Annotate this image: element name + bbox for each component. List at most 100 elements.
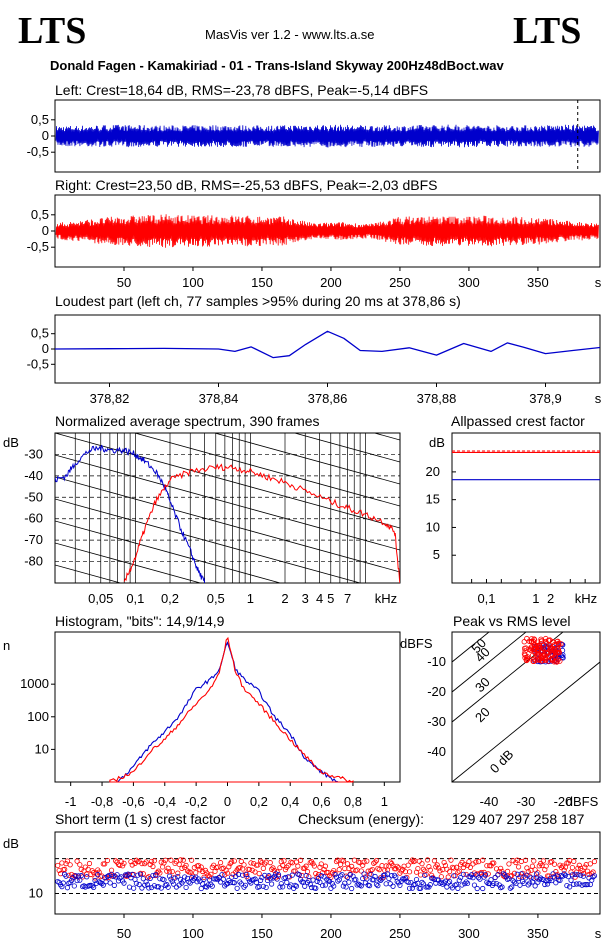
short-term-xtick-label: 300 bbox=[458, 926, 480, 941]
short-term-point-right bbox=[163, 858, 167, 862]
short-term-point-left bbox=[220, 872, 224, 876]
short-term-xtick-label: 250 bbox=[389, 926, 411, 941]
spectrum-xtick-label: 2 bbox=[281, 591, 288, 606]
short-term-point-left bbox=[264, 885, 268, 889]
spectrum-xtick-label: 0,2 bbox=[161, 591, 179, 606]
spectrum-slope-line bbox=[55, 433, 400, 528]
spectrum-slope-line bbox=[55, 477, 400, 572]
spectrum-slope-line bbox=[55, 257, 400, 352]
histogram-series-left bbox=[118, 643, 338, 782]
peak-rms-xlabel: dBFS bbox=[566, 794, 599, 809]
short-term-xtick-label: 350 bbox=[527, 926, 549, 941]
peak-rms-diag-label: 0 dB bbox=[487, 747, 517, 777]
short-term-point-right bbox=[519, 859, 523, 863]
histogram-xtick-label: 0,6 bbox=[313, 794, 331, 809]
histogram-ytick-label: 10 bbox=[35, 741, 49, 756]
short-term-point-left bbox=[200, 882, 204, 886]
short-term-point-right bbox=[476, 859, 480, 863]
short-term-point-right bbox=[177, 862, 181, 866]
spectrum-ytick-label: -40 bbox=[24, 468, 43, 483]
short-term-point-left bbox=[304, 873, 308, 877]
short-term-point-right bbox=[529, 868, 533, 872]
spectrum-series-group bbox=[124, 465, 400, 584]
short-term-point-right bbox=[457, 869, 461, 873]
short-term-point-right bbox=[341, 859, 345, 863]
peak-rms-point-right bbox=[522, 639, 527, 644]
short-term-point-right bbox=[588, 862, 592, 866]
spectrum-xtick-label: 5 bbox=[327, 591, 334, 606]
loudest-xtick-label: 378,9 bbox=[529, 391, 562, 406]
right_waveform-xtick-label: 100 bbox=[182, 275, 204, 290]
histogram-xtick-label: 0,2 bbox=[250, 794, 268, 809]
short-term-point-left bbox=[481, 886, 485, 890]
short-term-point-left bbox=[140, 886, 144, 890]
spectrum-slope-line bbox=[55, 411, 400, 506]
spectrum-series-right bbox=[124, 465, 400, 584]
short-term-point-left bbox=[456, 886, 460, 890]
short-term-point-left bbox=[577, 882, 581, 886]
crest-allpass-xlabel: kHz bbox=[575, 591, 597, 606]
short-term-xtick-label: 50 bbox=[117, 926, 131, 941]
short-term-point-left bbox=[349, 886, 353, 890]
spectrum-xtick-label: 0,5 bbox=[207, 591, 225, 606]
loudest-ytick-label: 0 bbox=[42, 341, 49, 356]
spectrum-ytick-label: -50 bbox=[24, 489, 43, 504]
short-term-point-left bbox=[240, 873, 244, 877]
short-term-point-left bbox=[461, 872, 465, 876]
short-term-point-right bbox=[572, 859, 576, 863]
histogram-xtick-label: -0,8 bbox=[91, 794, 113, 809]
short-term-point-right bbox=[355, 868, 359, 872]
right_waveform-xtick-label: 150 bbox=[251, 275, 273, 290]
short-term-point-left bbox=[445, 885, 449, 889]
right_waveform-xtick-label: 350 bbox=[527, 275, 549, 290]
histogram-series-right bbox=[110, 638, 353, 782]
short-term-point-right bbox=[60, 861, 64, 865]
loudest-ytick-label: 0,5 bbox=[31, 326, 49, 341]
histogram-ytick-label: 100 bbox=[27, 709, 49, 724]
spectrum-xtick-label: 1 bbox=[247, 591, 254, 606]
loudest-xtick-label: 378,82 bbox=[90, 391, 130, 406]
short-term-point-right bbox=[261, 866, 265, 870]
loudest-xtick-label: 378,88 bbox=[417, 391, 457, 406]
spectrum-ylabel: dB bbox=[3, 435, 19, 450]
short-term-point-right bbox=[290, 861, 294, 865]
short-term-point-right bbox=[541, 859, 545, 863]
spectrum-slope-line bbox=[55, 565, 400, 660]
short-term-point-left bbox=[184, 885, 188, 889]
short-term-point-right bbox=[516, 865, 520, 869]
short-term-point-right bbox=[162, 861, 166, 865]
short-term-point-left bbox=[112, 883, 116, 887]
peak-rms-xtick-label: -30 bbox=[517, 794, 536, 809]
short-term-point-left bbox=[344, 885, 348, 889]
short-term-point-right bbox=[432, 859, 436, 863]
histogram-ylabel: n bbox=[3, 638, 10, 653]
short-term-point-left bbox=[65, 886, 69, 890]
short-term-point-left bbox=[85, 875, 89, 879]
short-term-point-left bbox=[569, 878, 573, 882]
peak-rms-ytick-label: -20 bbox=[427, 684, 446, 699]
spectrum-xtick-label: 0,1 bbox=[126, 591, 144, 606]
short-term-point-left bbox=[387, 876, 391, 880]
spectrum-xtick-label: 0,05 bbox=[88, 591, 113, 606]
short-term-point-right bbox=[232, 859, 236, 863]
histogram-xtick-label: -0,6 bbox=[122, 794, 144, 809]
short-term-point-left bbox=[207, 878, 211, 882]
histogram-xtick-label: 0 bbox=[224, 794, 231, 809]
short-term-point-right bbox=[294, 860, 298, 864]
spectrum-ytick-label: -60 bbox=[24, 511, 43, 526]
plots-canvas: 0,50-0,50,50-0,550 100 150 200 250 300 350 s0,5… bbox=[0, 0, 606, 946]
short-term-point-left bbox=[311, 878, 315, 882]
short-term-point-right bbox=[337, 867, 341, 871]
short-term-point-right bbox=[380, 863, 384, 867]
peak-rms-point-right bbox=[525, 636, 530, 641]
short-term-point-right bbox=[180, 866, 184, 870]
spectrum-xtick-label: 3 bbox=[302, 591, 309, 606]
short-term-xtick-label: 150 bbox=[251, 926, 273, 941]
short-term-point-left bbox=[188, 881, 192, 885]
short-term-point-left bbox=[72, 884, 76, 888]
short-term-point-left bbox=[218, 880, 222, 884]
loudest-xtick-label: 378,86 bbox=[308, 391, 348, 406]
short-term-point-right bbox=[343, 866, 347, 870]
short-term-point-right bbox=[170, 869, 174, 873]
